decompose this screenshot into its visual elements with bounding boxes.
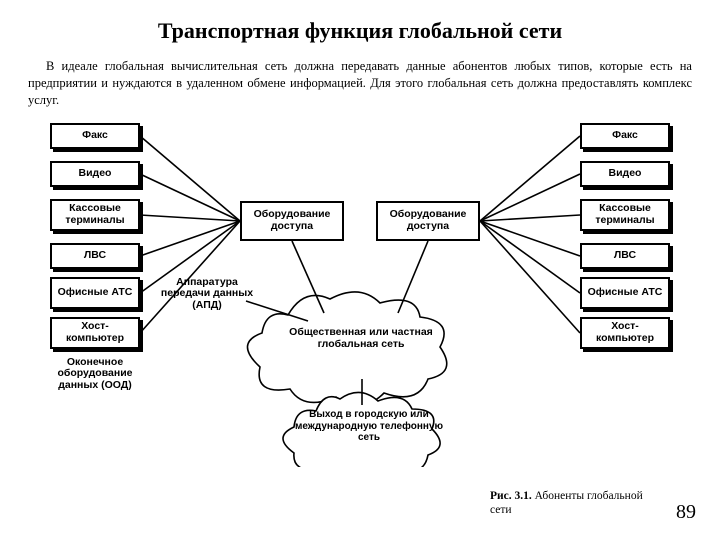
- page-number: 89: [676, 501, 696, 524]
- right-terminal-0-label: Факс: [612, 130, 638, 142]
- access-equipment-right: Оборудование доступа: [376, 201, 480, 241]
- cloud-exit: Выход в городскую или международную теле…: [294, 399, 444, 455]
- right-terminal-1-label: Видео: [609, 168, 642, 180]
- cloud-exit-label: Выход в городскую или международную теле…: [294, 409, 444, 444]
- access-left-label: Оборудование доступа: [246, 209, 338, 232]
- right-terminal-1: Видео: [580, 161, 670, 187]
- caption-bold: Рис. 3.1.: [490, 490, 532, 502]
- left-terminal-4-label: Офисные АТС: [58, 287, 133, 299]
- figure-caption: Рис. 3.1. Абоненты глобальной сети: [490, 490, 650, 518]
- right-terminal-3: ЛВС: [580, 243, 670, 269]
- right-terminal-3-label: ЛВС: [614, 250, 636, 262]
- left-terminal-3-label: ЛВС: [84, 250, 106, 262]
- diagram-area: Общественная или частная глобальная сеть…: [28, 117, 692, 467]
- left-terminal-0-label: Факс: [82, 130, 108, 142]
- left-terminal-1: Видео: [50, 161, 140, 187]
- access-right-label: Оборудование доступа: [382, 209, 474, 232]
- left-terminal-4: Офисные АТС: [50, 277, 140, 309]
- right-terminal-4-label: Офисные АТС: [588, 287, 663, 299]
- left-terminal-3: ЛВС: [50, 243, 140, 269]
- left-terminal-2: Кассовые терминалы: [50, 199, 140, 231]
- page-title: Транспортная функция глобальной сети: [28, 18, 692, 44]
- left-terminal-5: Хост- компьютер: [50, 317, 140, 349]
- right-terminal-4: Офисные АТС: [580, 277, 670, 309]
- right-terminal-0: Факс: [580, 123, 670, 149]
- access-equipment-left: Оборудование доступа: [240, 201, 344, 241]
- left-terminal-1-label: Видео: [79, 168, 112, 180]
- cloud-main-label: Общественная или частная глобальная сеть: [276, 326, 446, 350]
- left-footer-label: Оконечное оборудование данных (ООД): [40, 357, 150, 392]
- right-terminal-2-label: Кассовые терминалы: [586, 203, 664, 226]
- apd-label: Аппаратура передачи данных (АПД): [160, 277, 254, 312]
- left-terminal-5-label: Хост- компьютер: [56, 321, 134, 344]
- cloud-main: Общественная или частная глобальная сеть: [276, 303, 446, 373]
- right-terminal-2: Кассовые терминалы: [580, 199, 670, 231]
- left-terminal-0: Факс: [50, 123, 140, 149]
- right-terminal-5-label: Хост- компьютер: [586, 321, 664, 344]
- left-terminal-2-label: Кассовые терминалы: [56, 203, 134, 226]
- intro-paragraph: В идеале глобальная вычислительная сеть …: [28, 58, 692, 109]
- right-terminal-5: Хост- компьютер: [580, 317, 670, 349]
